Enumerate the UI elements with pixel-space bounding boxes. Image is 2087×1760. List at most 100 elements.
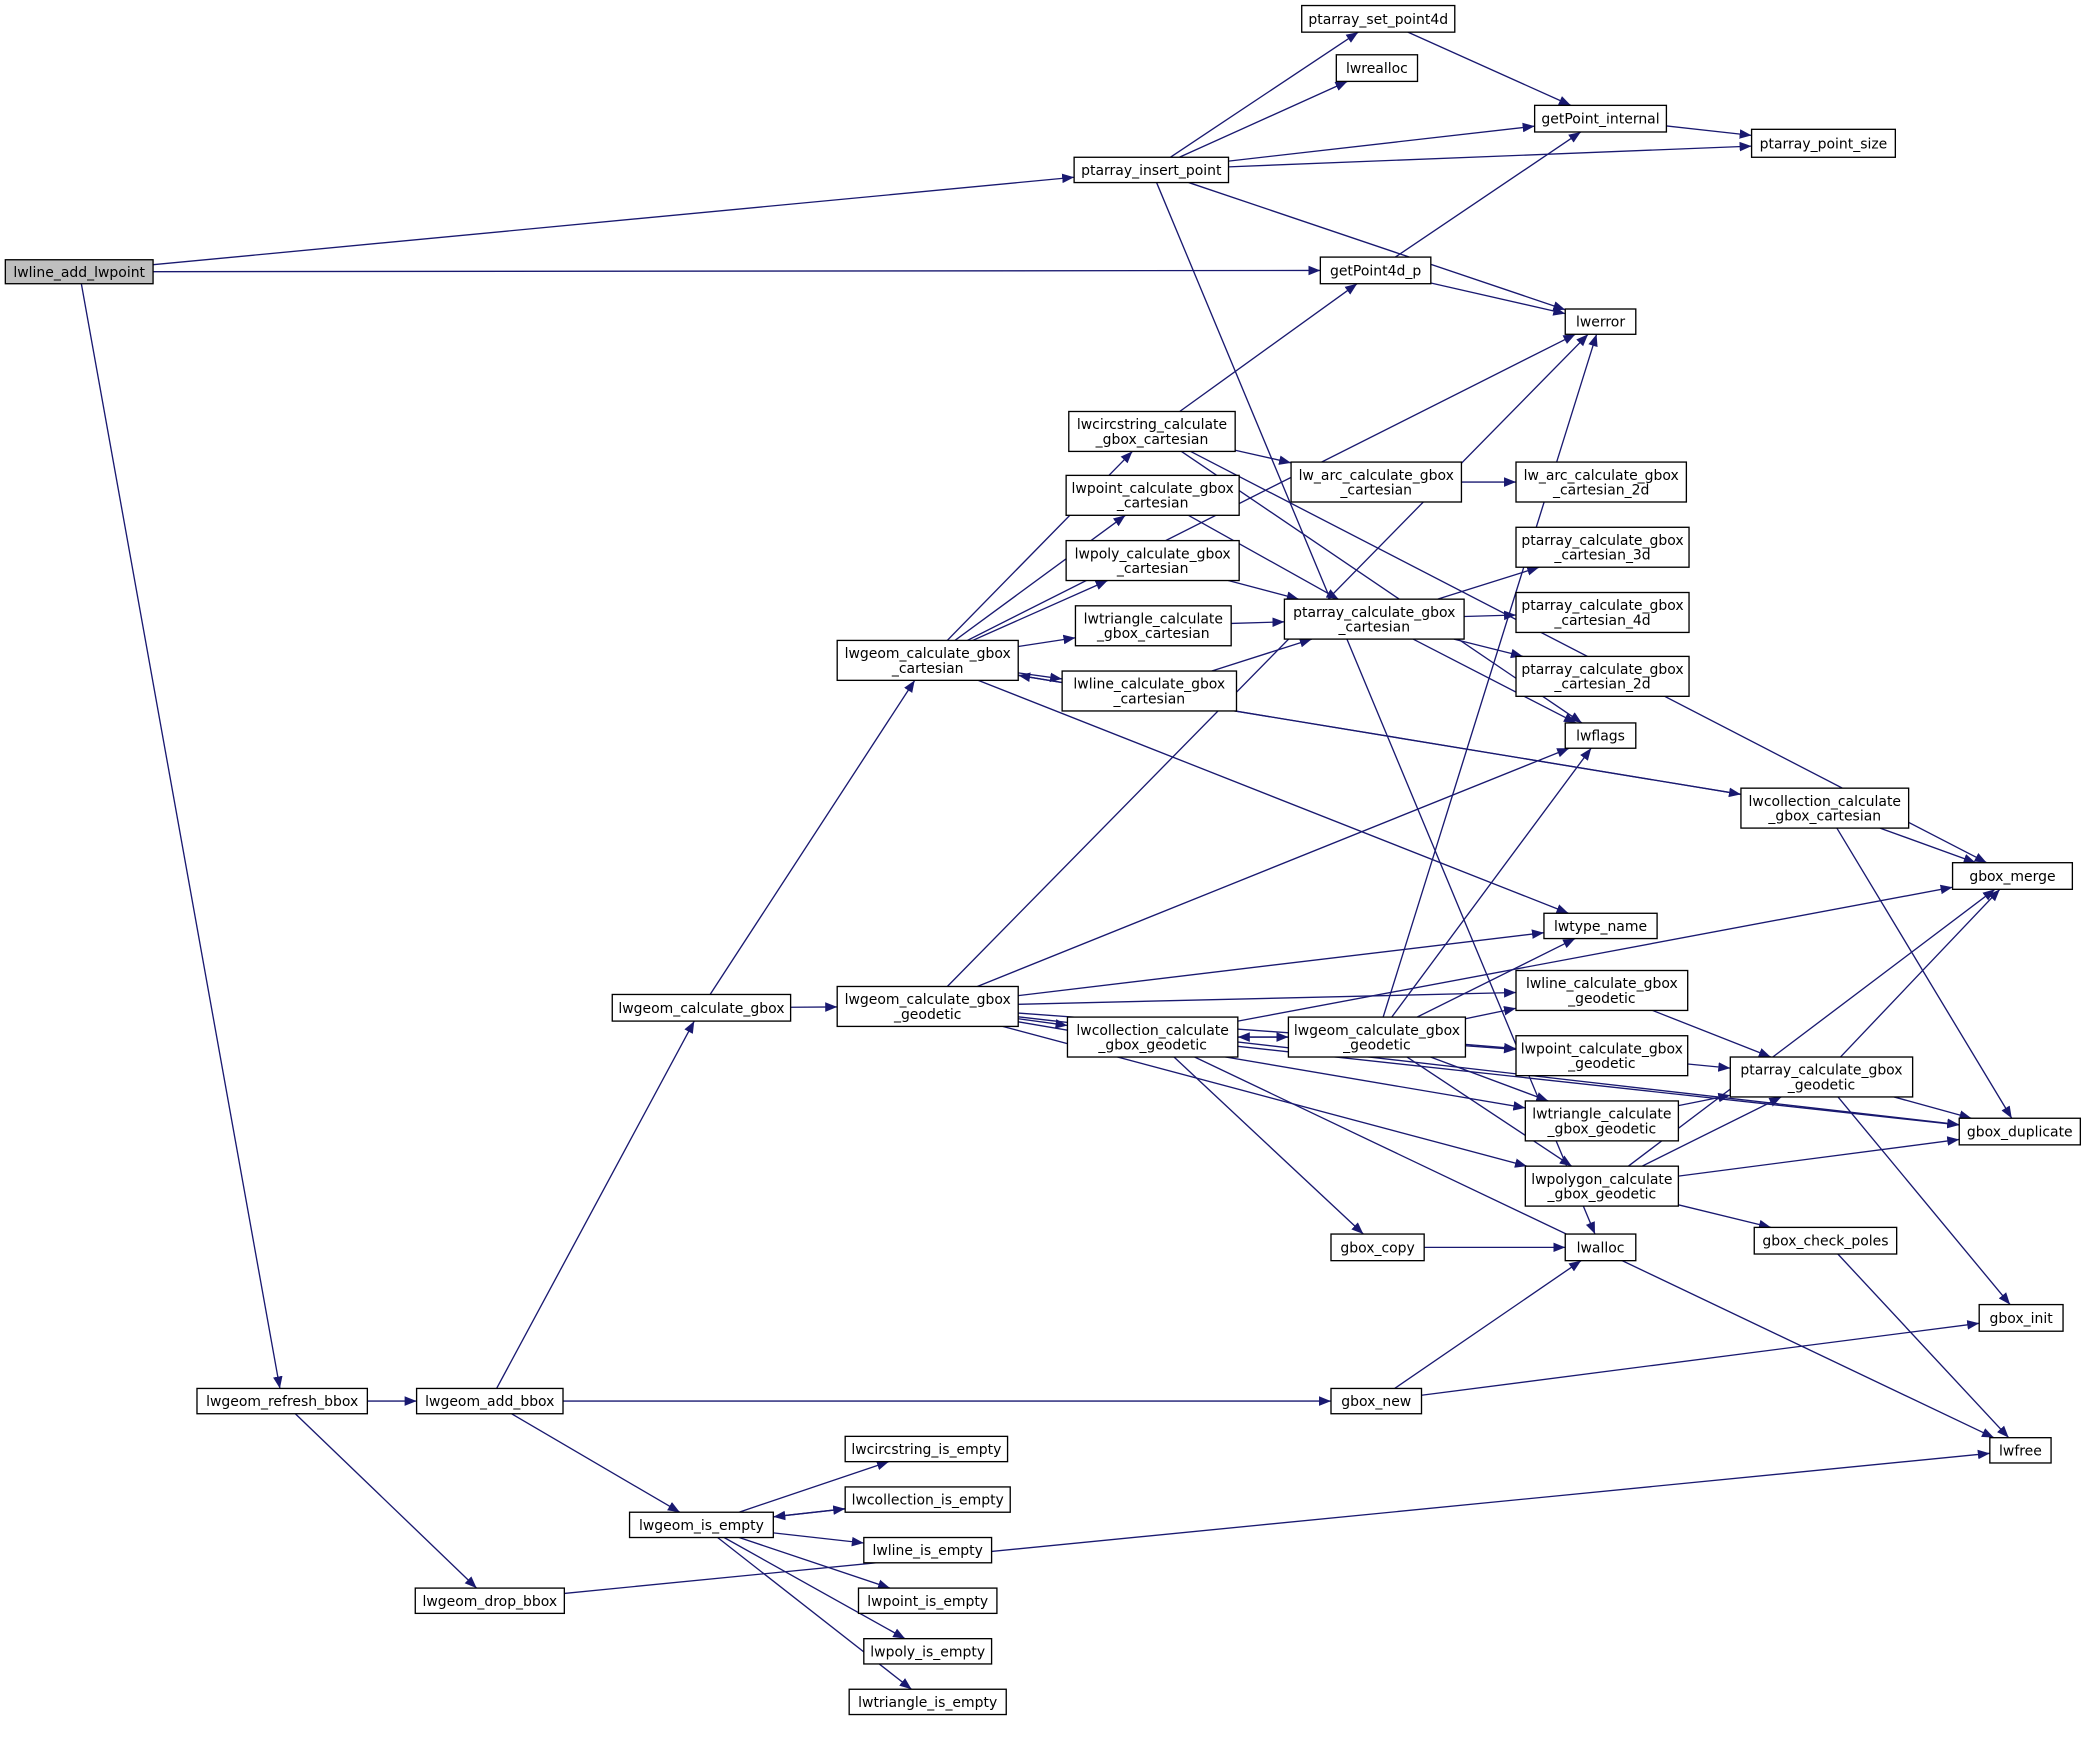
node-label: lwgeom_calculate_gbox [1294, 1023, 1460, 1039]
call-edge-arrow [1627, 888, 1996, 1167]
node-label: _gbox_cartesian [1095, 432, 1209, 448]
function-node[interactable]: lwpoly_calculate_gbox_cartesian [1065, 539, 1240, 582]
call-edge-arrow [1836, 827, 2013, 1119]
call-edge-arrow [1465, 1042, 1517, 1053]
node-box [1564, 308, 1637, 335]
node-box [1515, 655, 1690, 697]
function-node[interactable]: lwcircstring_calculate_gbox_cartesian [1068, 410, 1236, 453]
function-node[interactable]: gbox_new [1330, 1387, 1423, 1415]
function-node[interactable]: lwflags [1564, 722, 1637, 749]
function-node[interactable]: lw_arc_calculate_gbox_cartesian [1290, 461, 1463, 503]
node-label: ptarray_calculate_gbox [1521, 662, 1683, 678]
function-node[interactable]: lwrealloc [1335, 54, 1419, 83]
function-node[interactable]: lwgeom_drop_bbox [414, 1587, 566, 1615]
function-node[interactable]: lwtriangle_calculate_gbox_cartesian [1074, 605, 1232, 647]
node-box [1330, 1233, 1425, 1262]
node-box [4, 259, 154, 285]
node-box [1524, 1100, 1680, 1142]
function-node[interactable]: lwpoint_is_empty [857, 1587, 998, 1615]
node-box [415, 1387, 564, 1415]
call-edge-arrow [773, 1532, 864, 1547]
function-node[interactable]: lwalloc [1564, 1233, 1637, 1262]
function-node[interactable]: lwerror [1564, 308, 1637, 335]
function-node[interactable]: lwpolygon_calculate_gbox_geodetic [1524, 1165, 1680, 1207]
call-edge-arrow [496, 1020, 695, 1389]
function-node[interactable]: lwgeom_calculate_gbox [611, 993, 792, 1022]
function-node[interactable]: ptarray_point_size [1750, 128, 1897, 158]
function-node[interactable]: lwline_calculate_gbox_geodetic [1515, 969, 1689, 1012]
function-node[interactable]: lwgeom_is_empty [628, 1511, 774, 1539]
function-node[interactable]: gbox_copy [1330, 1233, 1425, 1262]
node-label: lwline_calculate_gbox [1526, 976, 1678, 992]
node-box [1958, 1117, 2082, 1146]
call-edge-arrow [1211, 638, 1312, 672]
call-edge-arrow [1228, 579, 1299, 601]
node-label: lwgeom_calculate_gbox [845, 646, 1011, 662]
node-label: lw_arc_calculate_gbox [1299, 468, 1454, 484]
function-node[interactable]: lwcollection_is_empty [844, 1486, 1011, 1513]
node-box [836, 985, 1019, 1028]
function-node[interactable]: lwtriangle_is_empty [848, 1688, 1007, 1716]
call-edge-arrow [717, 1536, 912, 1690]
node-box [1524, 1165, 1680, 1207]
function-node[interactable]: gbox_check_poles [1753, 1226, 1898, 1255]
function-node[interactable]: lwgeom_calculate_gbox_cartesian [836, 639, 1019, 682]
node-label: gbox_duplicate [1967, 1125, 2073, 1141]
function-node[interactable]: gbox_duplicate [1958, 1117, 2082, 1146]
function-node[interactable]: lwtriangle_calculate_gbox_geodetic [1524, 1100, 1680, 1142]
call-edge-arrow [1464, 610, 1517, 621]
call-edge-arrow [1406, 1056, 1573, 1167]
function-node[interactable]: lwgeom_refresh_bbox [196, 1387, 369, 1415]
function-node[interactable]: ptarray_calculate_gbox_cartesian_4d [1515, 591, 1690, 634]
function-node[interactable]: lw_arc_calculate_gbox_cartesian_2d [1515, 461, 1688, 503]
function-node[interactable]: lwpoint_calculate_gbox_cartesian [1065, 474, 1240, 516]
node-label: lwtype_name [1554, 919, 1647, 935]
function-node[interactable]: lwfree [1989, 1437, 2052, 1464]
function-node[interactable]: ptarray_insert_point [1073, 156, 1230, 184]
function-node[interactable]: lwpoly_is_empty [863, 1638, 993, 1665]
function-node[interactable]: gbox_merge [1951, 862, 2074, 890]
function-node[interactable]: ptarray_calculate_gbox_cartesian_3d [1515, 526, 1690, 568]
call-edge-arrow [954, 514, 1126, 641]
call-edge-arrow [1179, 80, 1348, 158]
function-node[interactable]: lwcollection_calculate_gbox_cartesian [1740, 787, 1910, 829]
node-label: _cartesian_2d [1553, 677, 1650, 693]
node-box [1287, 1016, 1467, 1058]
call-edge-arrow [1678, 1204, 1772, 1230]
node-label: _cartesian_3d [1553, 548, 1650, 564]
function-node[interactable]: lwcircstring_is_empty [844, 1435, 1009, 1463]
function-node[interactable]: ptarray_calculate_gbox_cartesian [1283, 598, 1465, 640]
function-node[interactable]: lwcollection_calculate_gbox_geodetic [1066, 1016, 1239, 1058]
function-node[interactable]: getPoint_internal [1533, 104, 1668, 133]
function-node[interactable]: lwgeom_calculate_gbox_geodetic [1287, 1016, 1467, 1058]
call-edge-arrow [1837, 1096, 2011, 1306]
function-node[interactable]: lwline_add_lwpoint [4, 259, 154, 285]
node-box [863, 1536, 993, 1564]
call-edge-arrow [1231, 617, 1285, 627]
node-label: _geodetic [893, 1007, 962, 1023]
function-node[interactable]: lwpoint_calculate_gbox_geodetic [1515, 1035, 1689, 1077]
node-box [1564, 722, 1637, 749]
node-box [1515, 1035, 1689, 1077]
function-node[interactable]: gbox_init [1978, 1303, 2064, 1332]
node-box [1283, 598, 1465, 640]
node-box [1068, 410, 1236, 453]
function-node[interactable]: lwline_calculate_gbox_cartesian [1061, 670, 1238, 712]
function-node[interactable]: lwline_is_empty [863, 1536, 993, 1564]
node-label: lwcollection_calculate [1749, 794, 1901, 810]
call-edge-arrow [1394, 1260, 1582, 1389]
function-node[interactable]: lwgeom_calculate_gbox_geodetic [836, 985, 1019, 1028]
function-node[interactable]: getPoint4d_p [1319, 256, 1432, 285]
node-label: lwline_calculate_gbox [1073, 677, 1225, 693]
function-node[interactable]: ptarray_calculate_gbox_cartesian_2d [1515, 655, 1690, 697]
call-edge-arrow [1173, 1056, 1364, 1235]
function-node[interactable]: lwgeom_add_bbox [415, 1387, 564, 1415]
node-label: _gbox_geodetic [1547, 1187, 1657, 1203]
node-label: ptarray_calculate_gbox [1293, 605, 1455, 621]
function-node[interactable]: lwtype_name [1543, 912, 1658, 940]
node-label: lwgeom_drop_bbox [422, 1594, 557, 1610]
node-label: _cartesian [1113, 691, 1186, 707]
function-node[interactable]: ptarray_set_point4d [1301, 4, 1456, 33]
function-node[interactable]: ptarray_calculate_gbox_geodetic [1729, 1056, 1914, 1098]
node-label: lwfree [1999, 1443, 2042, 1459]
